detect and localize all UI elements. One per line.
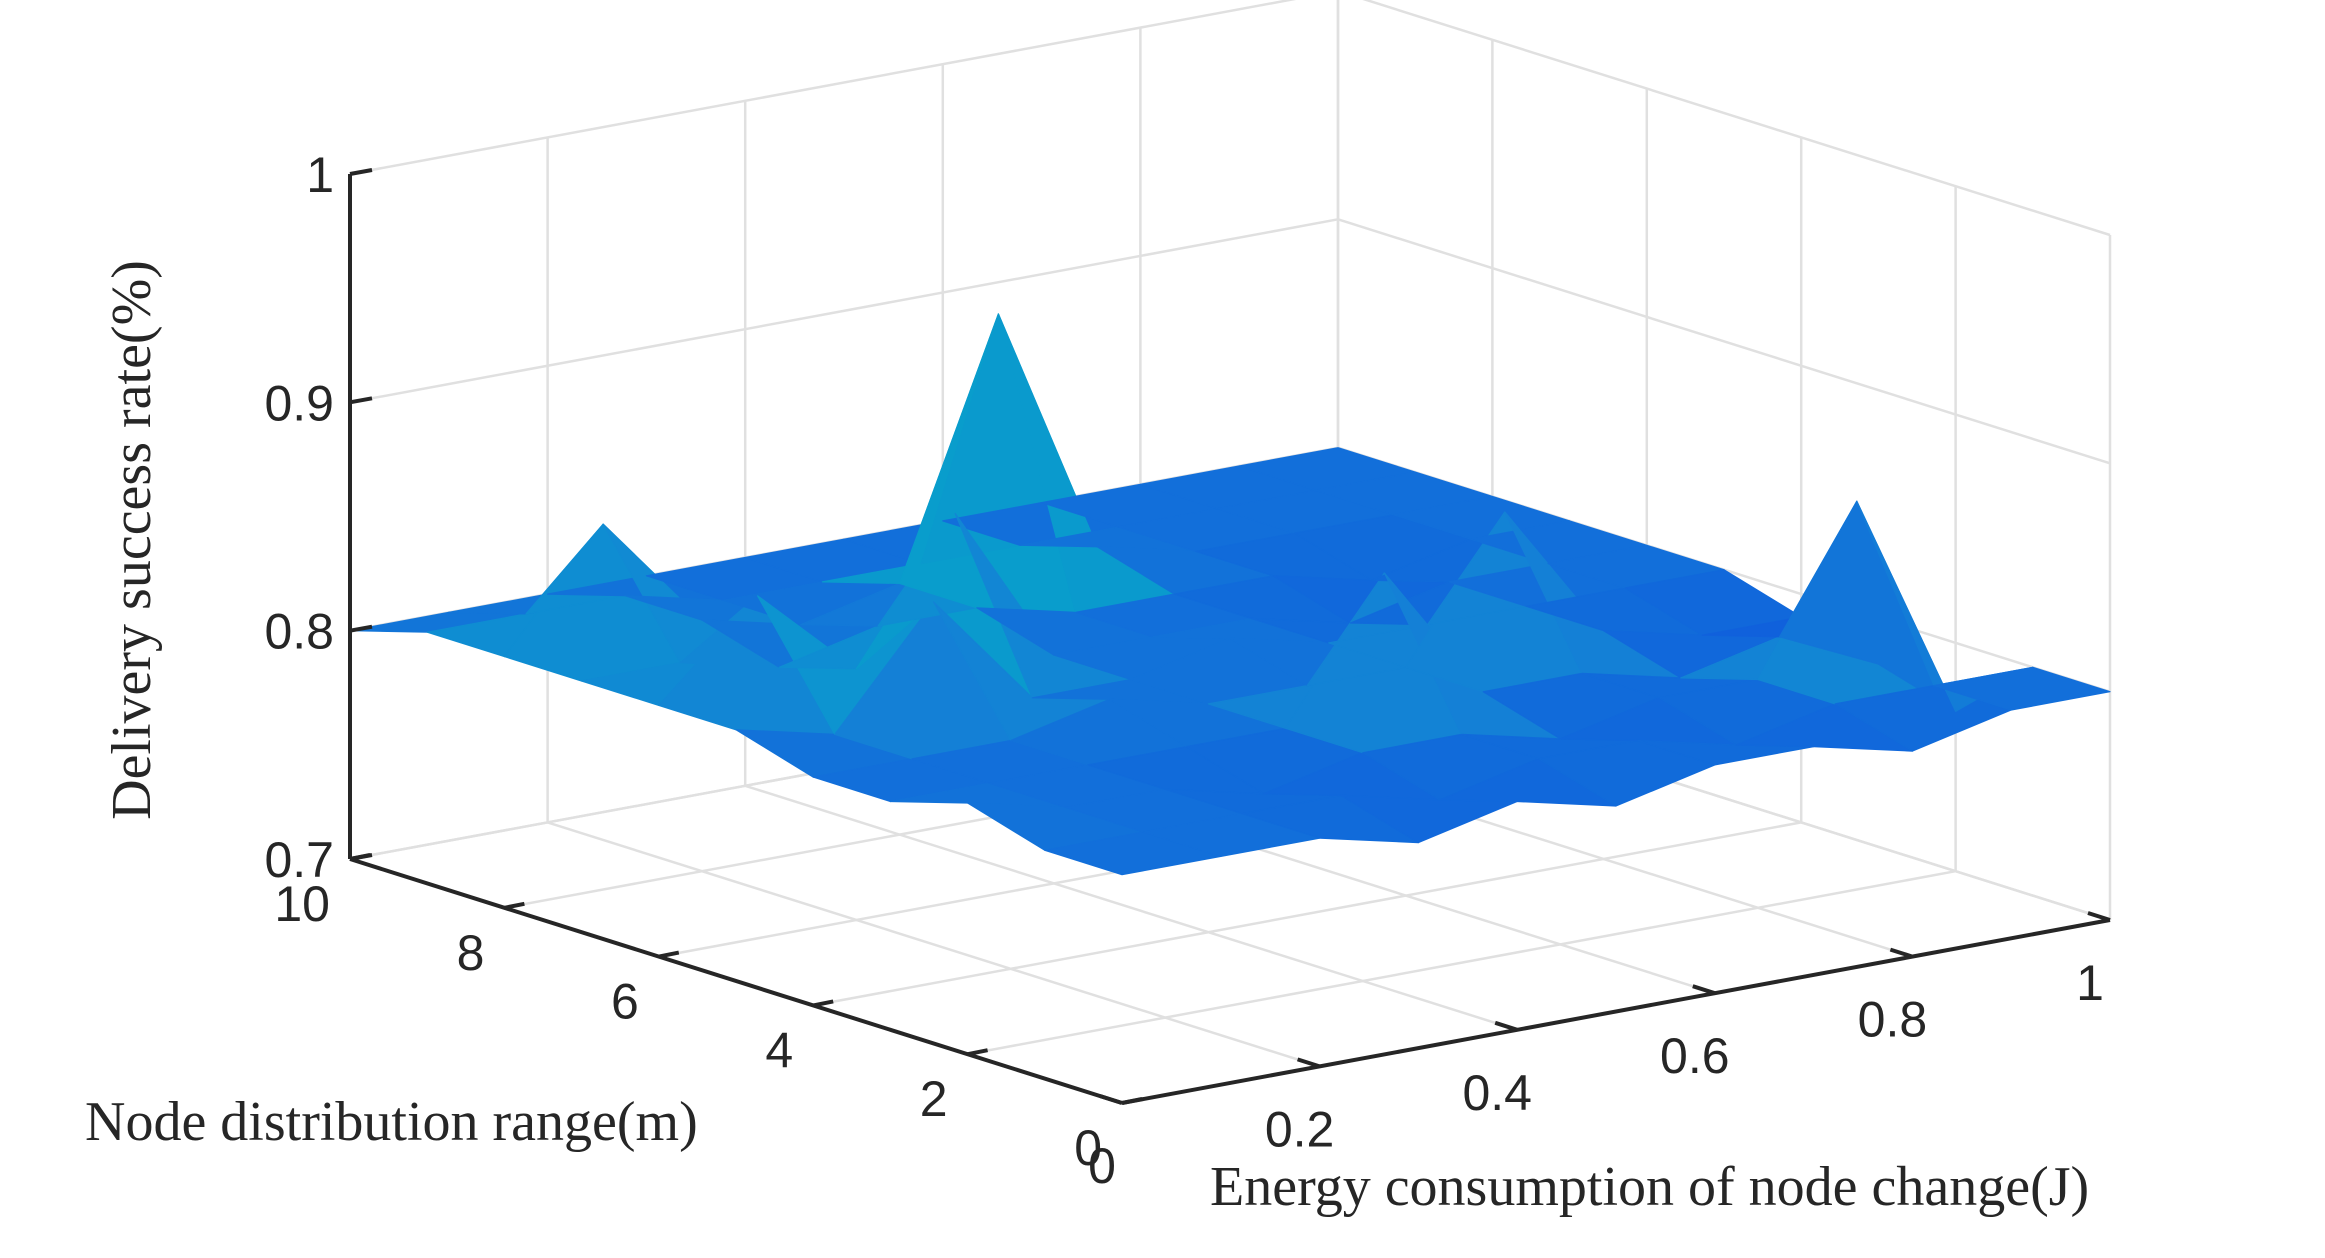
x-tick-label-0: 0: [1088, 1138, 1116, 1194]
floor-grid-x-2: [744, 784, 1518, 1031]
y-tick-mark-4: [504, 901, 525, 910]
y-tick-mark-3: [658, 950, 680, 959]
y-tick-mark-1: [967, 1048, 988, 1057]
z-tick-label-1: 0.8: [264, 604, 334, 660]
z-axis-label: Delivery success rate(%): [101, 260, 163, 820]
y-tick-label-2: 4: [765, 1022, 793, 1078]
y-tick-mark-2: [812, 999, 834, 1008]
z-tick-mark-2: [349, 396, 373, 405]
x-tick-mark-3: [1692, 984, 1716, 996]
x-tick-mark-2: [1494, 1020, 1518, 1032]
x-tick-label-5: 1: [2076, 955, 2104, 1011]
surface-cell-9-0: [1933, 666, 2111, 711]
y-axis-label: Node distribution range(m): [85, 1091, 698, 1153]
floor-grid-y-1: [967, 869, 1956, 1056]
backwall-grid-z-2: [349, 218, 1339, 404]
z-tick-label-3: 1: [306, 147, 334, 203]
x-axis-label: Energy consumption of node change(J): [1210, 1156, 2089, 1218]
y-tick-label-5: 10: [274, 876, 330, 932]
floor-grid-y-2: [812, 821, 1802, 1007]
axis-lines: [348, 168, 2111, 1105]
y-tick-label-1: 2: [920, 1071, 948, 1127]
backwall-grid-z-3: [349, 0, 1297, 176]
x-tick-mark-1: [1296, 1057, 1321, 1069]
y-tick-label-4: 8: [457, 925, 485, 981]
surface-plot: [349, 313, 2111, 876]
sidewall-grid-z-2: [1337, 218, 2111, 465]
z-tick-mark-3: [349, 168, 373, 176]
axis-labels: Delivery success rate(%) Node distributi…: [85, 260, 2089, 1218]
x-tick-mark-5: [2087, 911, 2111, 922]
y-tick-label-3: 6: [611, 974, 639, 1030]
x-tick-label-4: 0.8: [1858, 992, 1928, 1048]
x-axis-line: [1121, 918, 2111, 1105]
x-tick-mark-4: [1889, 947, 1914, 959]
x-tick-label-3: 0.6: [1660, 1028, 1730, 1084]
x-tick-mark-0: [1099, 1094, 1123, 1105]
y-tick-label-0: 0: [1074, 1120, 1102, 1176]
z-tick-label-2: 0.9: [264, 375, 334, 431]
z-tick-label-0: 0.7: [264, 832, 334, 888]
x-tick-label-1: 0.2: [1265, 1101, 1335, 1157]
z-tick-mark-1: [349, 624, 373, 633]
x-tick-label-2: 0.4: [1462, 1065, 1532, 1121]
y-axis-line: [349, 857, 1123, 1105]
sidewall-grid-z-3: [1362, 0, 2111, 237]
floor-grid-x-1: [547, 821, 1320, 1068]
z-tick-mark-0: [349, 853, 373, 861]
y-tick-mark-0: [1121, 1097, 1143, 1105]
